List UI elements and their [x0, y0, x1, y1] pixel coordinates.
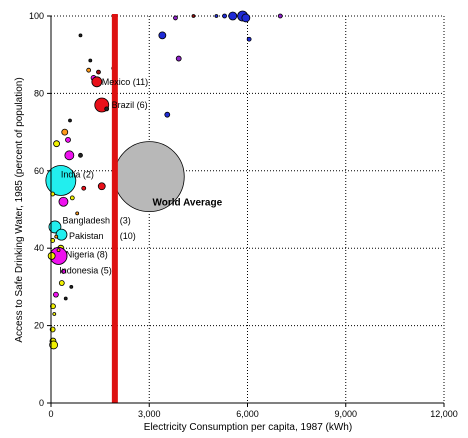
- data-point: [277, 13, 283, 19]
- y-tick-label: 20: [34, 321, 44, 331]
- data-point: [58, 196, 69, 207]
- data-point: [97, 182, 106, 191]
- data-point: [56, 248, 61, 253]
- data-point: [246, 36, 252, 42]
- x-tick-label: 3,000: [138, 409, 161, 419]
- data-point: [47, 252, 56, 260]
- data-point: [68, 118, 72, 123]
- data-point: [69, 284, 74, 289]
- y-axis-title: Access to Safe Drinking Water, 1985 (per…: [14, 77, 25, 342]
- data-point: [69, 195, 75, 201]
- point-label: Brazil (6): [112, 100, 148, 110]
- x-axis-ticks: 0 3,000 6,000 9,000 12,000: [48, 403, 458, 419]
- x-axis-title: Electricity Consumption per capita, 1987…: [144, 422, 352, 433]
- data-point: [49, 340, 59, 350]
- data-point: [78, 33, 83, 38]
- data-point: [104, 106, 110, 112]
- y-tick-label: 100: [29, 11, 44, 21]
- y-axis-ticks: 0 20 40 60 80 100: [29, 11, 51, 408]
- data-point: [158, 31, 167, 40]
- data-point: [241, 13, 251, 23]
- x-tick-label: 6,000: [236, 409, 259, 419]
- data-point: [191, 14, 196, 18]
- data-point: [63, 296, 68, 301]
- y-tick-label: 80: [34, 88, 44, 98]
- point-label: Bangladesh: [62, 215, 110, 225]
- data-point: [52, 312, 57, 316]
- data-point: [53, 140, 60, 148]
- data-point: [81, 185, 87, 191]
- plot-area: [51, 16, 444, 403]
- point-label: World Average: [153, 198, 223, 209]
- data-point: [50, 303, 56, 310]
- x-tick-label: 0: [48, 409, 53, 419]
- data-point: [75, 211, 80, 216]
- data-point: [173, 15, 178, 21]
- data-point: [53, 291, 59, 298]
- data-point: [61, 128, 69, 136]
- data-point: [54, 234, 59, 239]
- data-point: [175, 55, 182, 62]
- x-tick-label: 12,000: [430, 409, 458, 419]
- data-point: [91, 76, 103, 88]
- point-label: (10): [120, 231, 136, 241]
- data-points: [45, 10, 283, 350]
- x-tick-label: 9,000: [334, 409, 357, 419]
- point-label: Indonesia (5): [59, 266, 112, 276]
- data-point: [58, 280, 65, 286]
- annotation-labels: Mexico (11) Brazil (6) India (2) World Aver…: [59, 77, 222, 276]
- grid-lines: [51, 15, 445, 403]
- data-point: [65, 136, 71, 143]
- point-label: Mexico (11): [102, 77, 148, 87]
- point-label: Nigeria (8): [66, 249, 108, 259]
- data-point: [96, 69, 101, 75]
- data-point: [222, 13, 227, 19]
- data-point: [48, 220, 62, 234]
- data-point: [228, 11, 238, 21]
- data-point: [164, 111, 171, 118]
- data-point: [86, 67, 92, 73]
- data-point: [64, 150, 75, 161]
- point-label: (3): [120, 215, 131, 225]
- data-point: [78, 152, 83, 158]
- point-label: Pakistan: [69, 231, 104, 241]
- data-point: [214, 14, 219, 18]
- point-label: India (2): [61, 170, 94, 180]
- data-point: [45, 165, 77, 196]
- y-tick-label: 60: [34, 166, 44, 176]
- y-tick-label: 0: [39, 398, 44, 408]
- y-tick-label: 40: [34, 243, 44, 253]
- data-point: [88, 58, 93, 63]
- data-point: [55, 228, 68, 241]
- data-point: [61, 269, 66, 274]
